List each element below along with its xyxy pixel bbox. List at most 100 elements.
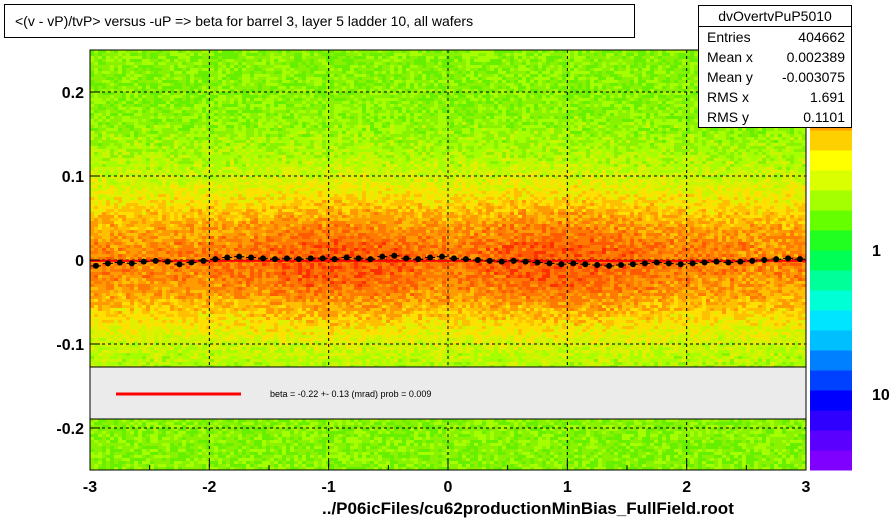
heatmap-cell (526, 101, 530, 104)
heatmap-cell (362, 71, 366, 74)
heatmap-cell (226, 107, 230, 110)
heatmap-cell (406, 65, 410, 68)
heatmap-cell (274, 101, 278, 104)
heatmap-cell (490, 116, 494, 119)
heatmap-cell (346, 74, 350, 77)
heatmap-cell (230, 107, 234, 110)
heatmap-cell (390, 62, 394, 65)
heatmap-cell (270, 53, 274, 56)
heatmap-cell (158, 131, 162, 134)
heatmap-cell (666, 80, 670, 83)
heatmap-cell (614, 86, 618, 89)
heatmap-cell (518, 65, 522, 68)
heatmap-cell (398, 128, 402, 131)
heatmap-cell (318, 113, 322, 116)
heatmap-cell (562, 116, 566, 119)
heatmap-cell (210, 80, 214, 83)
heatmap-cell (254, 80, 258, 83)
heatmap-cell (274, 83, 278, 86)
heatmap-cell (670, 104, 674, 107)
heatmap-cell (522, 131, 526, 134)
heatmap-cell (690, 128, 694, 131)
heatmap-cell (342, 56, 346, 59)
heatmap-cell (234, 53, 238, 56)
heatmap-cell (382, 122, 386, 125)
heatmap-cell (430, 107, 434, 110)
heatmap-cell (298, 80, 302, 83)
heatmap-cell (494, 71, 498, 74)
heatmap-cell (518, 86, 522, 89)
heatmap-cell (662, 104, 666, 107)
heatmap-cell (334, 107, 338, 110)
heatmap-cell (486, 59, 490, 62)
heatmap-cell (518, 101, 522, 104)
heatmap-cell (534, 98, 538, 101)
heatmap-cell (330, 116, 334, 119)
heatmap-cell (438, 122, 442, 125)
heatmap-cell (502, 125, 506, 128)
heatmap-cell (702, 128, 706, 131)
heatmap-cell (306, 65, 310, 68)
heatmap-cell (154, 128, 158, 131)
heatmap-cell (554, 83, 558, 86)
heatmap-cell (194, 122, 198, 125)
heatmap-cell (378, 104, 382, 107)
heatmap-cell (586, 113, 590, 116)
heatmap-cell (674, 86, 678, 89)
heatmap-cell (322, 101, 326, 104)
heatmap-cell (210, 53, 214, 56)
heatmap-cell (466, 122, 470, 125)
heatmap-cell (438, 83, 442, 86)
heatmap-cell (270, 95, 274, 98)
heatmap-cell (138, 59, 142, 62)
heatmap-cell (426, 65, 430, 68)
heatmap-cell (294, 113, 298, 116)
heatmap-cell (522, 110, 526, 113)
heatmap-cell (282, 83, 286, 86)
heatmap-cell (178, 104, 182, 107)
heatmap-cell (246, 119, 250, 122)
heatmap-cell (222, 95, 226, 98)
heatmap-cell (278, 110, 282, 113)
heatmap-cell (94, 86, 98, 89)
heatmap-cell (90, 128, 94, 131)
heatmap-cell (618, 53, 622, 56)
heatmap-cell (682, 95, 686, 98)
heatmap-cell (690, 53, 694, 56)
heatmap-cell (662, 71, 666, 74)
heatmap-cell (430, 56, 434, 59)
heatmap-cell (542, 74, 546, 77)
heatmap-cell (206, 113, 210, 116)
heatmap-cell (518, 71, 522, 74)
heatmap-cell (90, 59, 94, 62)
heatmap-cell (98, 104, 102, 107)
heatmap-cell (458, 110, 462, 113)
heatmap-cell (742, 128, 746, 131)
heatmap-cell (258, 59, 262, 62)
heatmap-cell (402, 116, 406, 119)
heatmap-cell (654, 110, 658, 113)
heatmap-cell (174, 95, 178, 98)
heatmap-cell (338, 80, 342, 83)
heatmap-cell (226, 113, 230, 116)
heatmap-cell (646, 119, 650, 122)
heatmap-cell (462, 113, 466, 116)
heatmap-cell (134, 83, 138, 86)
heatmap-cell (614, 116, 618, 119)
heatmap-cell (198, 110, 202, 113)
heatmap-cell (354, 98, 358, 101)
heatmap-cell (202, 113, 206, 116)
heatmap-cell (194, 80, 198, 83)
heatmap-cell (158, 62, 162, 65)
heatmap-cell (130, 116, 134, 119)
heatmap-cell (474, 131, 478, 134)
heatmap-cell (386, 77, 390, 80)
heatmap-cell (642, 83, 646, 86)
heatmap-cell (142, 128, 146, 131)
heatmap-cell (638, 59, 642, 62)
heatmap-cell (186, 65, 190, 68)
heatmap-cell (514, 101, 518, 104)
heatmap-cell (662, 95, 666, 98)
heatmap-cell (290, 95, 294, 98)
heatmap-cell (550, 98, 554, 101)
